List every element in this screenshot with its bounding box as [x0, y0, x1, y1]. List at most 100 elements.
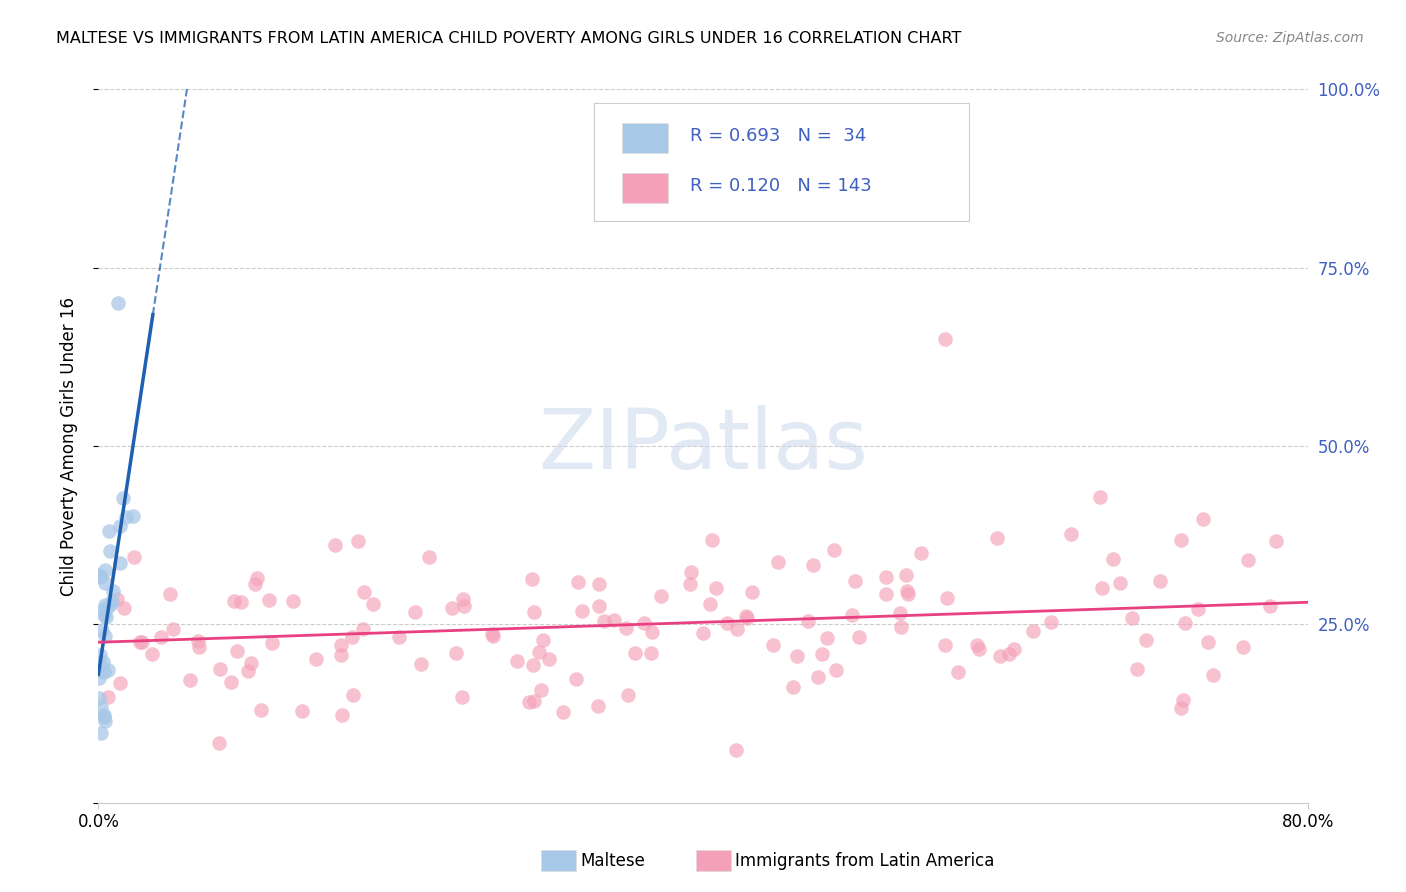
Point	[103, 583, 125, 598]
Point	[209, 662, 232, 676]
Point	[240, 657, 263, 671]
Point	[330, 708, 353, 723]
Point	[87, 691, 110, 706]
Point	[90, 726, 112, 740]
Point	[97, 690, 120, 704]
Point	[94, 609, 117, 624]
Point	[219, 675, 242, 690]
Point	[700, 533, 723, 547]
Point	[1102, 552, 1125, 566]
Point	[1002, 642, 1025, 657]
Point	[801, 558, 824, 572]
Point	[588, 599, 610, 614]
Point	[260, 636, 283, 650]
Text: Immigrants from Latin America: Immigrants from Latin America	[735, 852, 994, 870]
Point	[553, 706, 575, 720]
Point	[388, 630, 411, 644]
Point	[1173, 693, 1195, 707]
Point	[762, 638, 785, 652]
Point	[141, 647, 163, 661]
Point	[896, 584, 918, 599]
Point	[1187, 602, 1209, 616]
Point	[681, 565, 703, 579]
Text: Source: ZipAtlas.com: Source: ZipAtlas.com	[1216, 31, 1364, 45]
Point	[1174, 616, 1197, 631]
Point	[245, 577, 267, 591]
Point	[640, 646, 662, 660]
Point	[934, 332, 956, 346]
Point	[162, 622, 184, 636]
Point	[1197, 634, 1219, 648]
Point	[340, 631, 363, 645]
Point	[187, 634, 209, 648]
Point	[1202, 667, 1225, 681]
Point	[531, 632, 554, 647]
Point	[1264, 534, 1286, 549]
Point	[614, 621, 637, 635]
Point	[875, 587, 897, 601]
Point	[208, 736, 231, 750]
Point	[1170, 533, 1192, 548]
Point	[1060, 527, 1083, 541]
Point	[93, 563, 115, 577]
Point	[450, 690, 472, 704]
Point	[815, 631, 838, 645]
Point	[998, 647, 1021, 661]
Text: R = 0.120   N = 143: R = 0.120 N = 143	[690, 177, 872, 194]
Point	[250, 703, 273, 717]
Point	[231, 595, 253, 609]
Point	[179, 673, 201, 688]
Point	[520, 572, 543, 586]
Point	[481, 629, 503, 643]
Point	[1258, 599, 1281, 613]
Point	[257, 592, 280, 607]
Point	[353, 584, 375, 599]
Point	[1091, 581, 1114, 595]
Point	[1191, 512, 1213, 526]
Point	[342, 688, 364, 702]
Point	[91, 655, 114, 669]
Point	[329, 648, 352, 662]
FancyBboxPatch shape	[595, 103, 969, 221]
Point	[225, 644, 247, 658]
Point	[699, 597, 721, 611]
Point	[97, 524, 120, 538]
Point	[823, 542, 845, 557]
Point	[824, 663, 846, 677]
Text: ZIPatlas: ZIPatlas	[538, 406, 868, 486]
Point	[1149, 574, 1171, 588]
Y-axis label: Child Poverty Among Girls Under 16: Child Poverty Among Girls Under 16	[59, 296, 77, 596]
Point	[90, 623, 112, 637]
Point	[129, 635, 152, 649]
Point	[1022, 624, 1045, 638]
Point	[894, 567, 917, 582]
Point	[506, 655, 529, 669]
Point	[91, 602, 114, 616]
Point	[741, 585, 763, 599]
Point	[716, 616, 738, 631]
Point	[87, 568, 110, 582]
Point	[966, 638, 988, 652]
Point	[530, 683, 553, 698]
Point	[107, 296, 129, 310]
Text: R = 0.693   N =  34: R = 0.693 N = 34	[690, 127, 866, 145]
Point	[418, 550, 440, 565]
Point	[110, 556, 132, 570]
Point	[946, 665, 969, 679]
Point	[112, 601, 135, 615]
Point	[766, 555, 789, 569]
Point	[122, 550, 145, 565]
Point	[593, 615, 616, 629]
Point	[1126, 662, 1149, 676]
Point	[93, 575, 115, 590]
Point	[841, 608, 863, 623]
Point	[304, 652, 326, 666]
Point	[93, 608, 115, 623]
Point	[94, 598, 117, 612]
Point	[105, 591, 128, 606]
Point	[988, 649, 1011, 664]
Point	[519, 695, 541, 709]
Point	[640, 624, 662, 639]
Point	[565, 672, 588, 686]
Point	[889, 606, 911, 620]
